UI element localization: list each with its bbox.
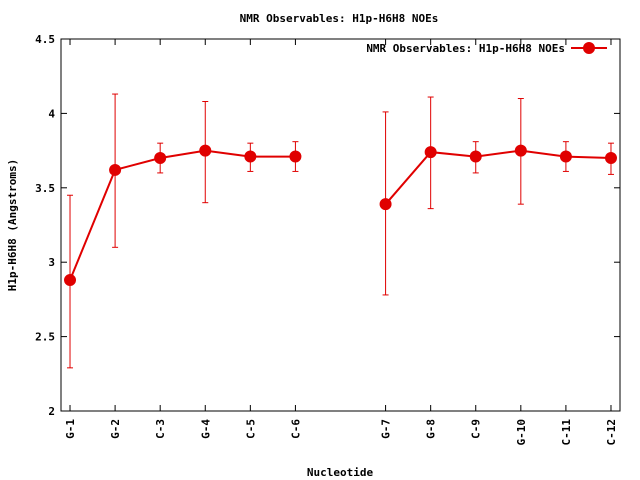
x-tick-label: G-1	[64, 419, 77, 439]
x-tick-label: C-11	[560, 419, 573, 446]
y-tick-label: 3	[48, 256, 55, 269]
x-tick-label: G-10	[515, 419, 528, 446]
data-point	[379, 198, 392, 211]
chart-title: NMR Observables: H1p-H6H8 NOEs	[240, 12, 439, 25]
x-tick-label: G-4	[199, 419, 212, 439]
y-tick-label: 4.5	[35, 33, 55, 46]
y-axis: 2 2.5 3 3.5 4 4.5	[35, 33, 620, 418]
y-tick-label: 2.5	[35, 331, 55, 344]
legend-label: NMR Observables: H1p-H6H8 NOEs	[366, 42, 565, 55]
x-axis: G-1 G-2 C-3 G-4 C-5 C-6 G-7 G-8 C-9 G-10 C-11 C-12	[64, 39, 618, 446]
x-tick-label: C-9	[470, 419, 483, 439]
data-point	[289, 150, 302, 163]
data-point	[424, 146, 437, 159]
data-point	[109, 163, 122, 176]
y-tick-label: 2	[48, 405, 55, 418]
plot-frame	[60, 38, 621, 412]
x-tick-label: G-2	[109, 419, 122, 439]
y-tick-label: 3.5	[35, 182, 55, 195]
data-point	[559, 150, 572, 163]
legend-marker-sample	[583, 42, 595, 54]
y-tick-label: 4	[48, 107, 55, 120]
data-point	[154, 152, 167, 165]
x-tick-label: C-12	[605, 419, 618, 446]
x-tick-label: C-5	[244, 419, 257, 439]
series-line	[69, 149, 296, 281]
data-point	[469, 150, 482, 163]
x-tick-label: C-3	[154, 419, 167, 439]
x-axis-label: Nucleotide	[307, 466, 374, 479]
data-point	[64, 274, 77, 287]
series-line	[384, 149, 612, 205]
data-point	[604, 152, 617, 165]
series-layer	[64, 93, 617, 369]
x-tick-label: G-7	[380, 419, 393, 439]
legend: NMR Observables: H1p-H6H8 NOEs	[366, 42, 607, 55]
x-tick-label: C-6	[289, 419, 302, 439]
data-point	[244, 150, 257, 163]
data-point	[199, 144, 212, 157]
data-point	[514, 144, 527, 157]
y-axis-label: H1p-H6H8 (Angstroms)	[6, 159, 19, 291]
x-tick-label: G-8	[425, 419, 438, 439]
